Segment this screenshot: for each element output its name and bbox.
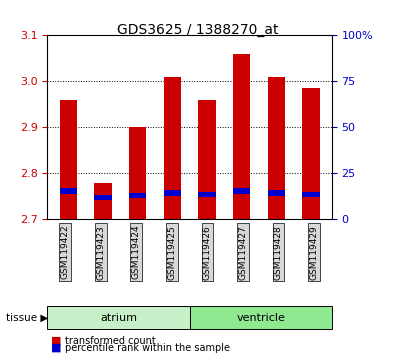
Bar <box>60 100 77 219</box>
Text: ventricle: ventricle <box>236 313 285 323</box>
Text: tissue ▶: tissue ▶ <box>6 313 48 323</box>
Bar <box>60 188 77 194</box>
Bar <box>268 77 285 219</box>
Bar <box>268 190 285 195</box>
Text: GSM119427: GSM119427 <box>239 225 247 280</box>
Text: ■: ■ <box>51 336 62 346</box>
Text: GSM119428: GSM119428 <box>274 225 283 280</box>
Text: transformed count: transformed count <box>65 336 156 346</box>
Bar <box>94 195 111 200</box>
Bar <box>129 127 146 219</box>
Text: percentile rank within the sample: percentile rank within the sample <box>65 343 230 353</box>
Bar <box>302 192 320 198</box>
Bar <box>164 77 181 219</box>
Bar <box>129 193 146 198</box>
Text: GSM119424: GSM119424 <box>132 225 141 279</box>
Bar <box>302 88 320 219</box>
Text: GSM119423: GSM119423 <box>96 225 105 280</box>
Bar <box>198 100 216 219</box>
Text: GSM119422: GSM119422 <box>61 225 70 279</box>
Bar <box>233 188 250 194</box>
Bar <box>164 190 181 195</box>
Bar <box>94 183 111 219</box>
Text: atrium: atrium <box>100 313 137 323</box>
Text: GDS3625 / 1388270_at: GDS3625 / 1388270_at <box>117 23 278 37</box>
Bar <box>198 192 216 198</box>
Text: GSM119426: GSM119426 <box>203 225 212 280</box>
Text: ■: ■ <box>51 343 62 353</box>
Text: GSM119425: GSM119425 <box>167 225 176 280</box>
Bar <box>233 54 250 219</box>
Text: GSM119429: GSM119429 <box>310 225 318 280</box>
